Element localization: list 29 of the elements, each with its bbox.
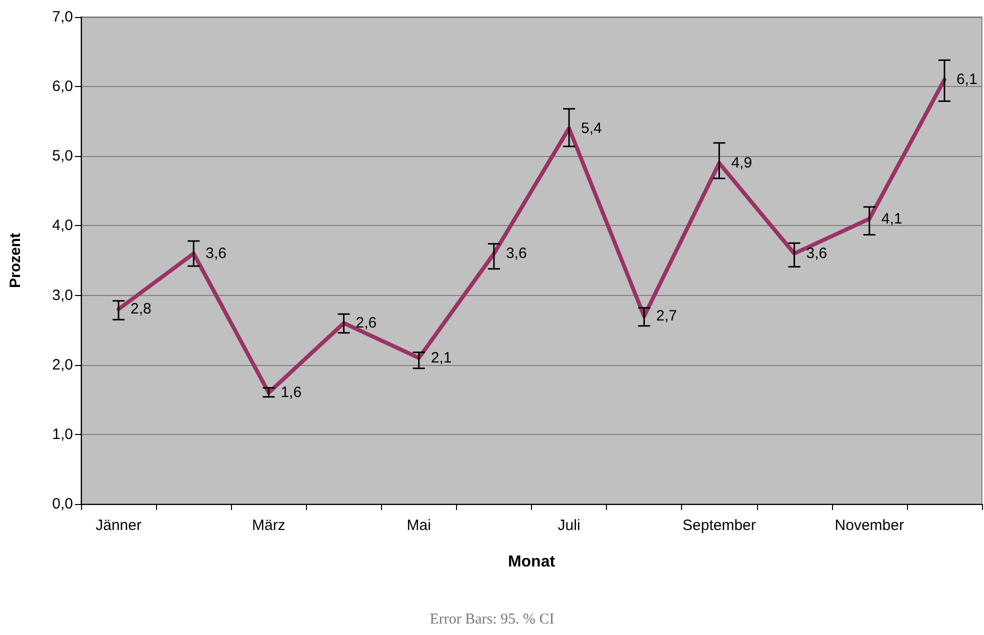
- x-tick-label: Mai: [406, 517, 431, 534]
- x-tick-label: März: [252, 517, 286, 534]
- data-label: 3,6: [806, 245, 828, 262]
- data-label: 1,6: [280, 384, 302, 402]
- y-tick-label: 4,0: [52, 217, 73, 234]
- data-label: 5,4: [581, 120, 602, 137]
- data-label: 2,1: [430, 349, 452, 366]
- x-tick-label: Jänner: [96, 517, 142, 534]
- data-label: 2,8: [130, 300, 152, 318]
- y-tick-label: 3,0: [52, 286, 73, 304]
- data-label: 3,6: [206, 245, 226, 262]
- y-tick-label: 6,0: [52, 78, 73, 96]
- text: Error Bars: 95. % CI: [430, 612, 554, 628]
- x-tick-label: November: [834, 517, 904, 534]
- y-tick-label: 2,0: [52, 356, 73, 374]
- y-tick-label: 0,0: [52, 496, 73, 512]
- data-label: 4,9: [731, 154, 752, 172]
- x-tick-label: September: [682, 517, 756, 534]
- y-tick-label: 5,0: [52, 148, 73, 165]
- y-axis-title: Prozent: [7, 232, 24, 288]
- data-label: 2,6: [356, 314, 377, 332]
- data-label: 6,1: [956, 71, 978, 88]
- data-label: 4,1: [881, 210, 902, 228]
- y-tick-label: 7,0: [52, 8, 73, 26]
- data-label: 3,6: [506, 245, 527, 262]
- y-tick-label: 1,0: [52, 426, 73, 443]
- x-axis-title: Monat: [508, 554, 556, 570]
- x-tick-label: Juli: [558, 517, 580, 534]
- data-label: 2,7: [656, 308, 677, 325]
